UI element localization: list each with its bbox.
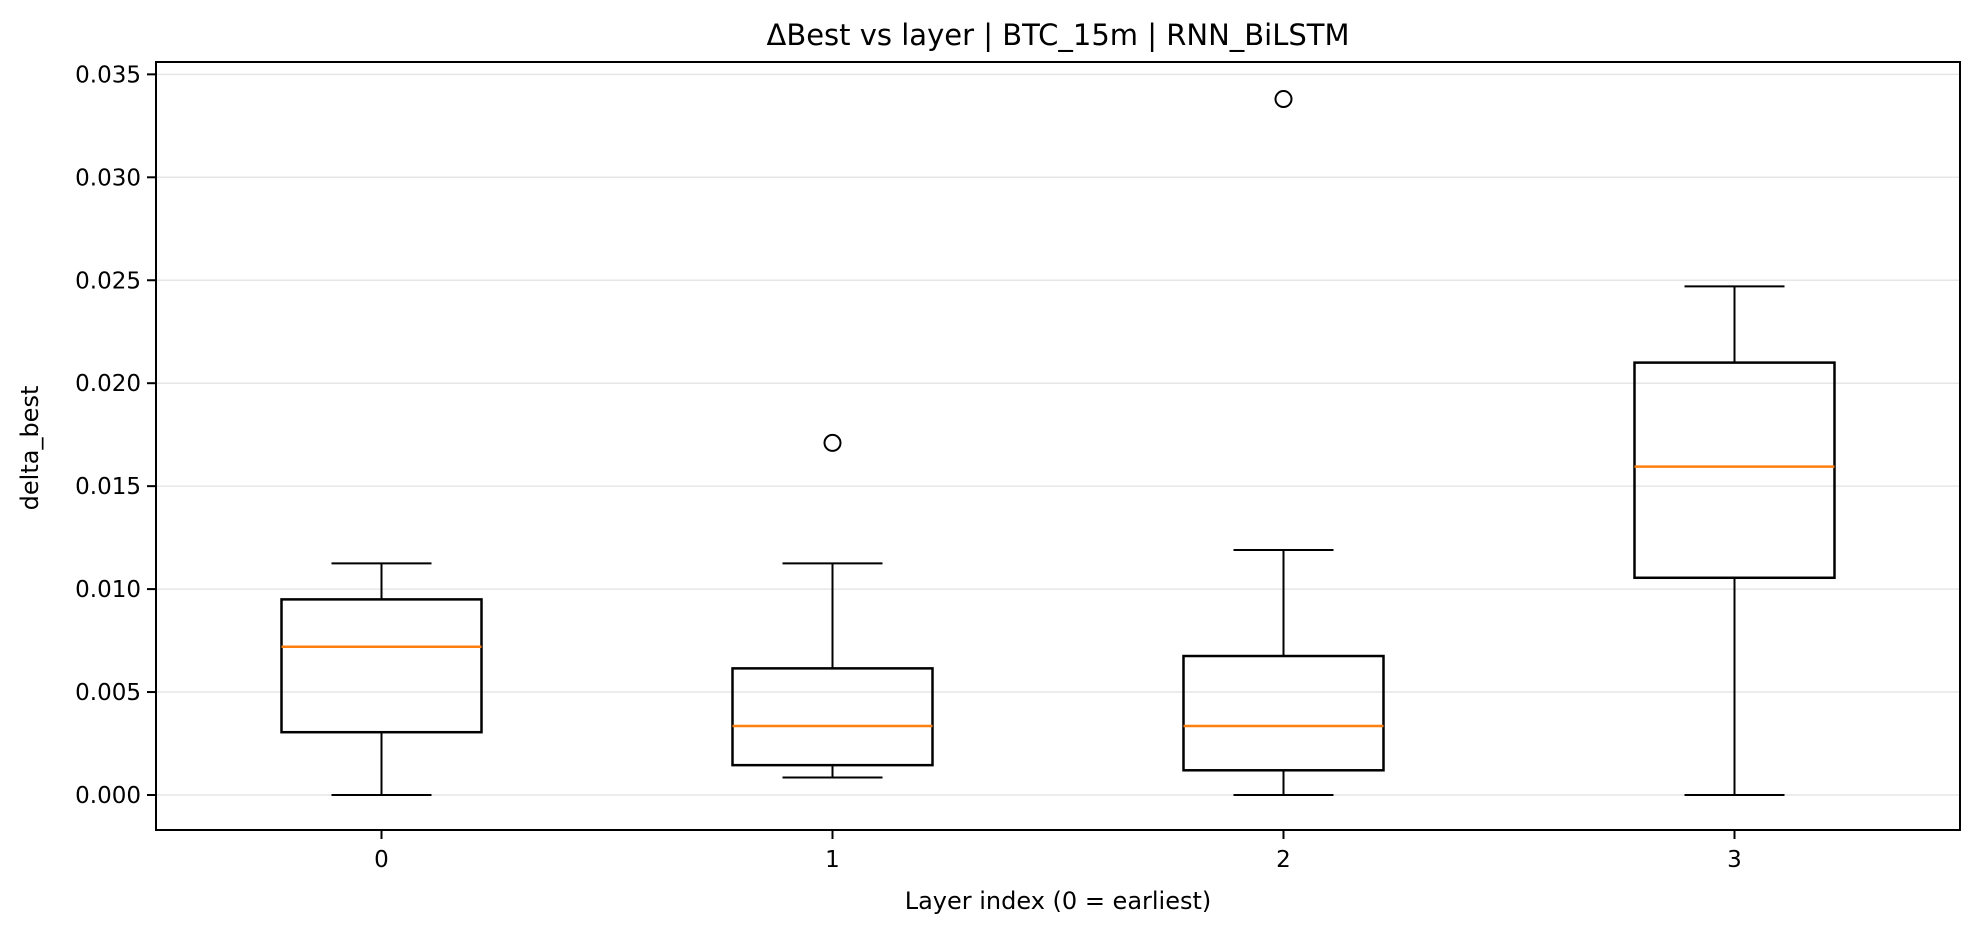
y-axis-label: delta_best [16, 386, 44, 511]
iqr-box [1182, 654, 1385, 772]
y-tick-label: 0.025 [75, 268, 141, 294]
y-axis-ticks: 0.000 0.005 0.010 0.015 0.020 0.025 0.030 0.035 [75, 62, 156, 809]
box-plots [280, 90, 1836, 796]
iqr-box [1633, 361, 1836, 580]
y-tick-label: 0.015 [75, 474, 141, 500]
outlier-point [1274, 90, 1293, 109]
y-tick-label: 0.005 [75, 680, 141, 706]
y-tick-label: 0.030 [75, 165, 141, 191]
x-tick-label: 2 [1276, 847, 1291, 873]
x-tick-label: 0 [374, 847, 389, 873]
y-tick-label: 0.000 [75, 783, 141, 809]
x-axis-label: Layer index (0 = earliest) [905, 887, 1212, 915]
x-tick-label: 3 [1727, 847, 1742, 873]
y-tick-label: 0.035 [75, 62, 141, 88]
y-tick-label: 0.010 [75, 577, 141, 603]
y-tick-label: 0.020 [75, 371, 141, 397]
y-gridlines [156, 73, 1960, 796]
x-axis-ticks: 0 1 2 3 [374, 830, 1742, 873]
chart-title: ΔBest vs layer | BTC_15m | RNN_BiLSTM [766, 18, 1349, 52]
plot-area-frame [155, 61, 1961, 831]
iqr-box [280, 598, 483, 734]
iqr-box [731, 667, 934, 767]
x-tick-label: 1 [825, 847, 840, 873]
box-layer-0 [280, 562, 483, 796]
box-layer-2 [1182, 90, 1385, 796]
box-layer-3 [1633, 285, 1836, 796]
box-layer-1 [731, 433, 934, 779]
outlier-point [823, 433, 842, 452]
